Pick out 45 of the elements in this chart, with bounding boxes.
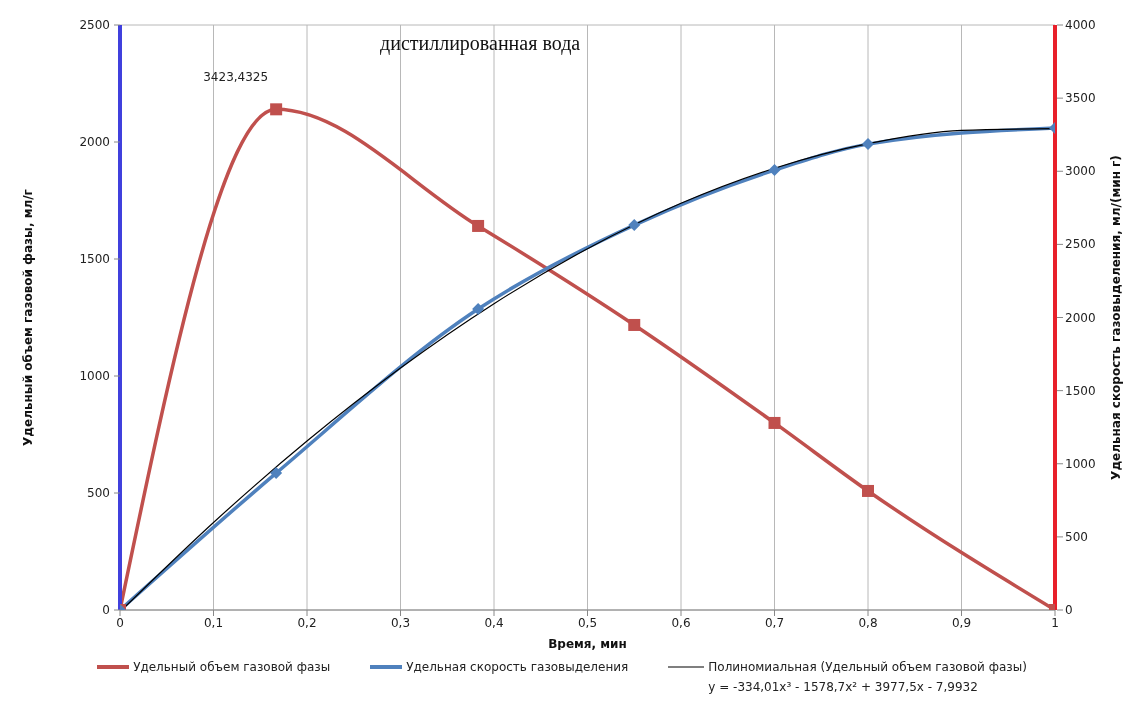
y-tick-label: 2000 <box>79 135 110 149</box>
x-tick-label: 0,3 <box>390 615 411 630</box>
x-tick-label: 0,7 <box>764 615 785 630</box>
y2-tick-label: 0 <box>1065 603 1073 617</box>
y2-tick-label: 3500 <box>1065 91 1096 106</box>
y-tick-label: 500 <box>87 486 110 500</box>
x-tick-label: 1 <box>1051 615 1059 630</box>
point <box>768 164 781 177</box>
x-tick-label: 0,6 <box>671 615 691 630</box>
y2-axis-title: Удельная скорость газовыделения, мл/(мин г) <box>1109 155 1124 480</box>
y2-tick-label: 1000 <box>1065 456 1096 471</box>
x-axis-title: Время, мин <box>548 637 627 651</box>
y-tick-label: 1000 <box>79 369 110 383</box>
x-tick-label: 0,4 <box>484 615 504 630</box>
data-label: 3423,4325 <box>203 70 269 85</box>
point <box>270 467 283 480</box>
y2-tick-label: 2500 <box>1065 237 1096 252</box>
legend-label: Удельная скорость газовыделения <box>406 660 629 674</box>
point <box>270 103 283 116</box>
x-tick-label: 0,9 <box>951 615 972 630</box>
legend-label: Полиномиальная (Удельный объем газовой фазы) <box>708 660 1027 674</box>
y-axis-title: Удельный объем газовой фазы, мл/г <box>21 189 36 446</box>
x-tick-label: 0,1 <box>203 615 224 630</box>
legend-label: Удельный объем газовой фазы <box>133 660 331 674</box>
y2-tick-label: 3000 <box>1065 164 1096 179</box>
y-tick-label: 2500 <box>79 18 110 32</box>
x-tick-label: 0 <box>116 615 124 630</box>
point <box>472 303 485 316</box>
text: y = -334,01x³ - 1578,7x² + 3977,5x - 7,9932 <box>708 680 979 694</box>
point <box>768 416 781 429</box>
point <box>862 138 874 151</box>
point <box>628 318 641 331</box>
y2-tick-label: 2000 <box>1065 310 1096 325</box>
y-tick-label: 0 <box>102 603 110 617</box>
chart-title: дистиллированная вода <box>380 32 581 55</box>
x-tick-label: 0,8 <box>858 615 878 630</box>
point <box>628 219 641 232</box>
x-tick-label: 0,2 <box>297 615 317 630</box>
x-tick-label: 0,5 <box>577 615 598 630</box>
y2-tick-label: 4000 <box>1065 18 1096 32</box>
y2-tick-label: 1500 <box>1065 383 1096 398</box>
y-tick-label: 1500 <box>79 252 110 266</box>
point <box>472 219 485 232</box>
point <box>862 484 874 497</box>
y2-tick-label: 500 <box>1065 529 1088 544</box>
